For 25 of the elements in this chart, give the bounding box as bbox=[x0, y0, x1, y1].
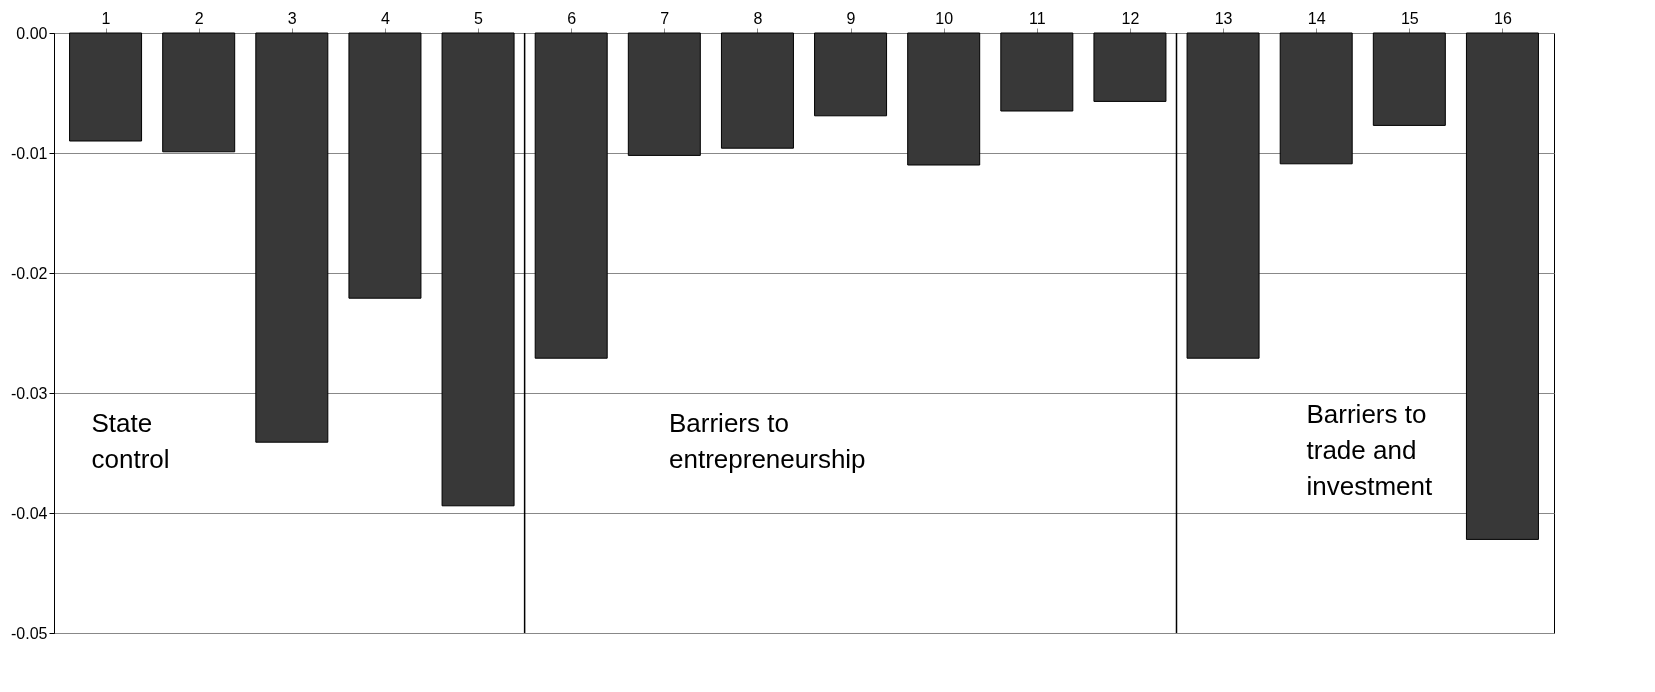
x-tick-label: 14 bbox=[1307, 9, 1326, 27]
x-tick-label: 5 bbox=[474, 9, 484, 27]
x-tick-label: 8 bbox=[753, 9, 763, 27]
x-tick-label: 4 bbox=[380, 9, 390, 27]
y-tick-label: -0.03 bbox=[11, 384, 48, 402]
x-tick-label: 7 bbox=[660, 9, 670, 27]
y-tick-label: 0.00 bbox=[16, 24, 48, 42]
x-tick-label: 2 bbox=[194, 9, 204, 27]
x-tick-label: 16 bbox=[1494, 9, 1512, 27]
x-tick-label: 9 bbox=[846, 9, 856, 27]
annotation: State control bbox=[91, 408, 170, 474]
annotation: Barriers to entrepreneurship bbox=[669, 408, 866, 474]
y-tick-label: -0.02 bbox=[11, 264, 48, 282]
x-tick-label: 15 bbox=[1400, 9, 1419, 27]
x-tick-label: 12 bbox=[1121, 9, 1140, 27]
y-tick-label: -0.04 bbox=[11, 504, 48, 522]
x-tick-label: 10 bbox=[935, 9, 954, 27]
y-tick-label: -0.01 bbox=[11, 144, 48, 162]
x-tick-label: 11 bbox=[1029, 9, 1046, 27]
x-tick-label: 13 bbox=[1214, 9, 1233, 27]
x-tick-label: 1 bbox=[101, 9, 111, 27]
annotation: Barriers to trade and investment bbox=[1306, 399, 1433, 501]
x-tick-label: 6 bbox=[567, 9, 577, 27]
y-tick-label: -0.05 bbox=[11, 624, 48, 642]
x-tick-label: 3 bbox=[287, 9, 297, 27]
